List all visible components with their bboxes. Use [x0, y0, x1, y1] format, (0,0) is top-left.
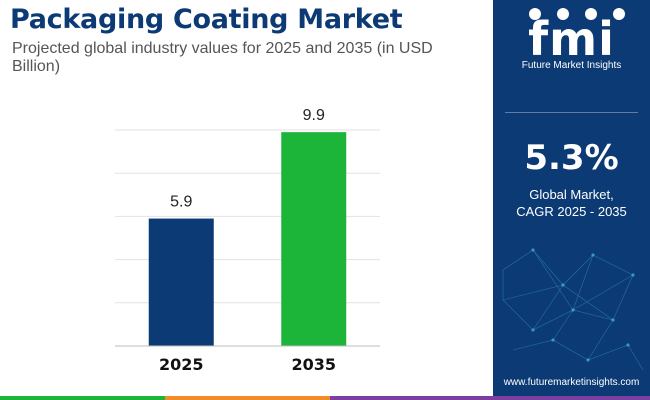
data-label-2025: 5.9: [170, 194, 192, 211]
footer-stripe-purple: [330, 396, 650, 400]
cagr-value: 5.3%: [524, 138, 619, 178]
cagr-label-line2: CAGR 2025 - 2035: [516, 204, 627, 219]
chart-subtitle: Projected global industry values for 202…: [12, 40, 433, 75]
cagr-label: Global Market, CAGR 2025 - 2035: [493, 186, 650, 220]
x-tick-label-2035: 2035: [291, 355, 336, 374]
divider: [505, 112, 638, 113]
plane-icon: [557, 8, 569, 20]
footer-stripe-green: [0, 396, 165, 400]
sidebar-panel: fmi Future Market Insights 5.3% Global M…: [493, 0, 650, 400]
network-graphic: [502, 248, 644, 371]
cagr-label-line1: Global Market,: [529, 187, 614, 202]
chart-panel: Packaging Coating Market Projected globa…: [10, 4, 433, 374]
bar-chart: 5.9 2025 9.9 2035: [115, 107, 380, 374]
page-title: Packaging Coating Market: [10, 4, 403, 35]
website-link[interactable]: www.futuremarketinsights.com: [503, 377, 640, 388]
logo-icons: [529, 8, 625, 20]
bar-2035: [281, 132, 347, 346]
globe-icon: [529, 8, 541, 20]
person-icon: [613, 8, 625, 20]
footer-stripe-orange: [165, 396, 330, 400]
logo-tagline: Future Market Insights: [521, 60, 622, 71]
footer-stripe: [0, 396, 650, 400]
chart-icon: [585, 8, 597, 20]
bar-2025: [148, 218, 214, 346]
logo: fmi: [528, 12, 615, 66]
x-tick-label-2025: 2025: [159, 355, 204, 374]
data-label-2035: 9.9: [303, 107, 325, 124]
